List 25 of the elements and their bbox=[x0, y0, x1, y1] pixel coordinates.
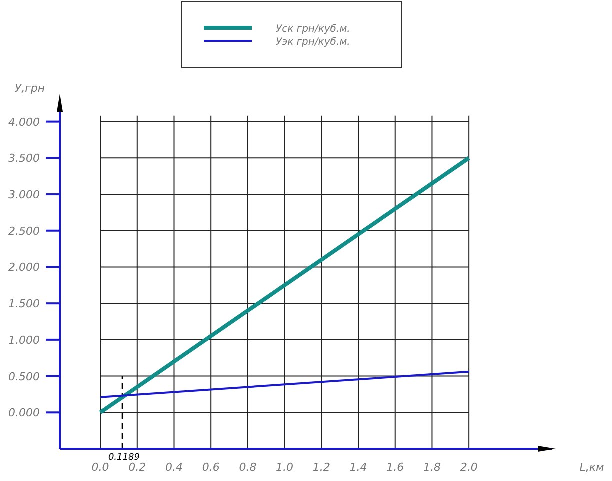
y-tick-label: 3.500 bbox=[8, 152, 40, 166]
x-tick-label: 1.0 bbox=[276, 461, 294, 474]
x-tick-label: 0.4 bbox=[165, 461, 183, 474]
y-tick-label: 3.000 bbox=[8, 188, 40, 202]
ref-line-label: 0.1189 bbox=[108, 453, 140, 463]
y-axis-title: У,грн bbox=[14, 82, 46, 95]
y-tick-label: 4.000 bbox=[8, 116, 40, 129]
x-tick-label: 0.2 bbox=[128, 461, 146, 474]
x-tick-label: 2.0 bbox=[460, 461, 478, 474]
x-tick-label: 0.8 bbox=[239, 461, 257, 474]
y-tick-label: 1.000 bbox=[8, 334, 40, 347]
x-tick-label: 1.8 bbox=[423, 461, 441, 474]
y-tick-label: 2.000 bbox=[8, 261, 40, 274]
y-tick-label: 2.500 bbox=[8, 224, 40, 238]
x-tick-label: 0.6 bbox=[202, 461, 220, 474]
x-tick-label: 0.0 bbox=[92, 461, 110, 474]
x-axis-title: L,км bbox=[580, 461, 604, 474]
legend-label: Уэк грн/куб.м. bbox=[276, 37, 350, 48]
x-tick-label: 1.2 bbox=[312, 461, 330, 474]
legend-label: Уск грн/куб.м. bbox=[276, 24, 350, 35]
y-tick-label: 0.000 bbox=[8, 406, 40, 420]
x-tick-label: 1.4 bbox=[350, 461, 368, 474]
y-tick-label: 1.500 bbox=[8, 298, 40, 311]
x-tick-label: 1.6 bbox=[386, 461, 404, 474]
y-tick-label: 0.500 bbox=[8, 370, 40, 384]
